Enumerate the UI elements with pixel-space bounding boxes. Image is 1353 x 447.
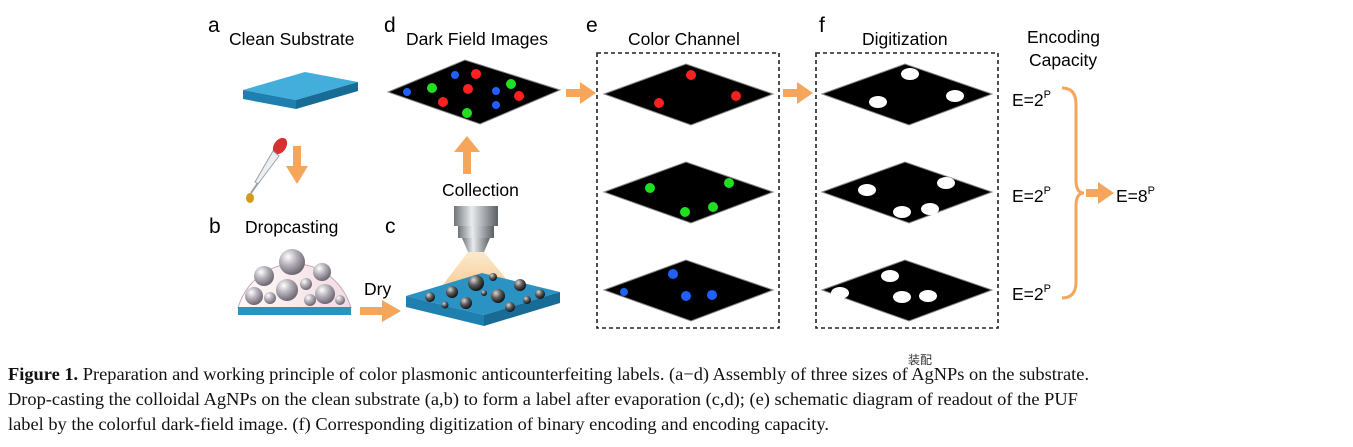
dry-label: Dry — [364, 279, 391, 299]
digitized-image-3 — [820, 259, 994, 322]
panel-letter-e: e — [586, 14, 598, 37]
dried-label-substrate — [406, 273, 560, 326]
panel-letter-b: b — [209, 215, 221, 238]
encoding-row-1: E=2P — [1012, 89, 1051, 110]
encoding-title-line1: Encoding — [1027, 27, 1100, 47]
caption-label: Figure 1. — [8, 364, 79, 384]
panel-b-title: Dropcasting — [245, 217, 338, 237]
panel-letter-f: f — [819, 14, 825, 37]
figure-1-illustration: a Clean Substrate b Dropcasting Dry — [208, 14, 1155, 329]
encoding-row-2: E=2P — [1012, 185, 1051, 206]
panel-e-title: Color Channel — [628, 29, 740, 49]
green-channel-image — [602, 161, 775, 224]
figure-caption: Figure 1. Preparation and working princi… — [8, 362, 1353, 437]
digitized-image-2 — [820, 161, 994, 224]
panel-d-title: Dark Field Images — [406, 29, 548, 49]
encoding-brace — [1061, 86, 1085, 300]
stamp-text: 装配 — [908, 353, 933, 367]
microscope-objective — [442, 206, 512, 286]
dark-field-image — [386, 59, 562, 125]
panel-letter-c: c — [385, 215, 396, 238]
panel-letter-d: d — [384, 14, 396, 37]
panel-f-title: Digitization — [862, 29, 948, 49]
colloid-droplet — [237, 249, 352, 315]
pipette-icon — [246, 137, 288, 203]
arrow-e-to-f — [783, 82, 813, 104]
encoding-row-3: E=2P — [1012, 283, 1051, 304]
clean-substrate — [243, 72, 358, 109]
arrow-b-to-c — [360, 300, 401, 322]
panel-a-title: Clean Substrate — [229, 29, 355, 49]
color-channel-box — [596, 52, 780, 329]
caption-line-1: Figure 1. Preparation and working princi… — [8, 364, 1090, 384]
caption-line-2: Drop-casting the colloidal AgNPs on the … — [8, 389, 1078, 409]
arrow-c-to-d — [454, 136, 480, 174]
red-channel-image — [602, 63, 775, 126]
caption-line-3: label by the colorful dark-field image. … — [8, 414, 830, 434]
digitization-box — [815, 52, 999, 329]
arrow-to-total — [1086, 182, 1114, 204]
blue-channel-image — [602, 259, 775, 322]
arrow-a-to-b — [286, 146, 308, 184]
collection-label: Collection — [442, 180, 519, 200]
panel-letter-a: a — [208, 14, 220, 37]
arrow-d-to-e — [566, 82, 596, 104]
encoding-total: E=8P — [1116, 185, 1155, 206]
digitized-image-1 — [820, 63, 994, 126]
encoding-title-line2: Capacity — [1029, 50, 1097, 70]
